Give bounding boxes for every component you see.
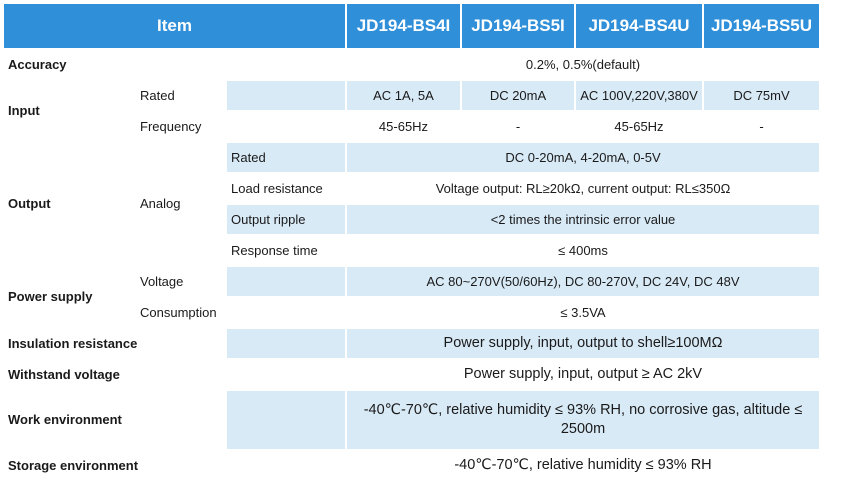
- header-model-2: JD194-BS5I: [462, 4, 574, 48]
- row-output-load: Load resistance Voltage output: RL≥20kΩ,…: [4, 174, 819, 203]
- value-frequency-1: 45-65Hz: [378, 118, 429, 134]
- value-power-consumption: ≤ 3.5VA: [560, 304, 606, 320]
- value-power-voltage: AC 80~270V(50/60Hz), DC 80-270V, DC 24V,…: [347, 267, 819, 296]
- label-accuracy: Accuracy: [8, 56, 67, 72]
- empty-cell: [227, 81, 345, 110]
- label-input-frequency: Frequency: [140, 118, 202, 134]
- value-output-rated: DC 0-20mA, 4-20mA, 0-5V: [347, 143, 819, 172]
- header-item: Item: [4, 4, 345, 48]
- row-input-rated: Input Rated AC 1A, 5A DC 20mA AC 100V,22…: [4, 81, 819, 118]
- spec-table: Item JD194-BS4I JD194-BS5I JD194-BS4U JD…: [2, 2, 821, 482]
- value-output-ripple: <2 times the intrinsic error value: [347, 205, 819, 234]
- empty-cell: [227, 112, 345, 141]
- label-input-rated: Rated: [140, 87, 175, 103]
- header-row: Item JD194-BS4I JD194-BS5I JD194-BS4U JD…: [4, 4, 819, 48]
- label-storage-environment: Storage environment: [8, 457, 139, 473]
- label-load-resistance: Load resistance: [231, 180, 323, 196]
- label-output-rated: Rated: [227, 143, 345, 172]
- empty-cell: [227, 360, 345, 389]
- row-storage-environment: Storage environment -40℃-70℃, relative h…: [4, 451, 819, 480]
- row-input-frequency: Frequency 45-65Hz - 45-65Hz -: [4, 112, 819, 141]
- row-insulation: Insulation resistance Power supply, inpu…: [4, 329, 819, 358]
- empty-cell: [227, 298, 345, 327]
- row-work-environment: Work environment -40℃-70℃, relative humi…: [4, 391, 819, 449]
- label-power-consumption: Consumption: [140, 304, 217, 320]
- label-output: Output: [8, 196, 51, 211]
- label-insulation: Insulation resistance: [8, 335, 138, 351]
- empty-cell: [227, 451, 345, 480]
- empty-cell: [227, 391, 345, 449]
- value-input-rated-2: DC 20mA: [462, 81, 574, 110]
- label-work-environment: Work environment: [8, 412, 122, 427]
- empty-cell: [227, 329, 345, 358]
- value-insulation: Power supply, input, output to shell≥100…: [347, 329, 819, 358]
- label-input: Input: [8, 103, 40, 118]
- row-power-consumption: Consumption ≤ 3.5VA: [4, 298, 819, 327]
- label-power-supply: Power supply: [8, 289, 93, 304]
- value-input-rated-1: AC 1A, 5A: [347, 81, 460, 110]
- value-frequency-4: -: [759, 118, 764, 134]
- header-model-1: JD194-BS4I: [347, 4, 460, 48]
- label-withstand: Withstand voltage: [8, 366, 120, 382]
- row-accuracy: Accuracy 0.2%, 0.5%(default): [4, 50, 819, 79]
- label-analog: Analog: [140, 196, 181, 211]
- empty-cell: [227, 267, 345, 296]
- value-response-time: ≤ 400ms: [558, 242, 608, 258]
- empty-cell: [136, 50, 225, 79]
- value-frequency-2: -: [515, 118, 521, 134]
- value-storage-environment: -40℃-70℃, relative humidity ≤ 93% RH: [454, 457, 712, 473]
- value-frequency-3: 45-65Hz: [614, 118, 664, 134]
- label-response-time: Response time: [231, 242, 318, 258]
- row-output-ripple: Output ripple <2 times the intrinsic err…: [4, 205, 819, 234]
- value-work-environment: -40℃-70℃, relative humidity ≤ 93% RH, no…: [347, 391, 819, 449]
- value-load-resistance: Voltage output: RL≥20kΩ, current output:…: [435, 180, 731, 196]
- label-power-voltage: Voltage: [140, 273, 184, 289]
- row-power-voltage: Power supply Voltage AC 80~270V(50/60Hz)…: [4, 267, 819, 304]
- value-accuracy: 0.2%, 0.5%(default): [525, 56, 641, 72]
- row-output-rated: Output Analog Rated DC 0-20mA, 4-20mA, 0…: [4, 143, 819, 211]
- header-model-3: JD194-BS4U: [576, 4, 702, 48]
- value-withstand: Power supply, input, output ≥ AC 2kV: [463, 366, 703, 382]
- row-withstand: Withstand voltage Power supply, input, o…: [4, 360, 819, 389]
- value-input-rated-4: DC 75mV: [704, 81, 819, 110]
- label-output-ripple: Output ripple: [227, 205, 345, 234]
- value-input-rated-3: AC 100V,220V,380V: [576, 81, 702, 110]
- header-model-4: JD194-BS5U: [704, 4, 819, 48]
- row-output-response: Response time ≤ 400ms: [4, 236, 819, 265]
- empty-cell: [227, 50, 345, 79]
